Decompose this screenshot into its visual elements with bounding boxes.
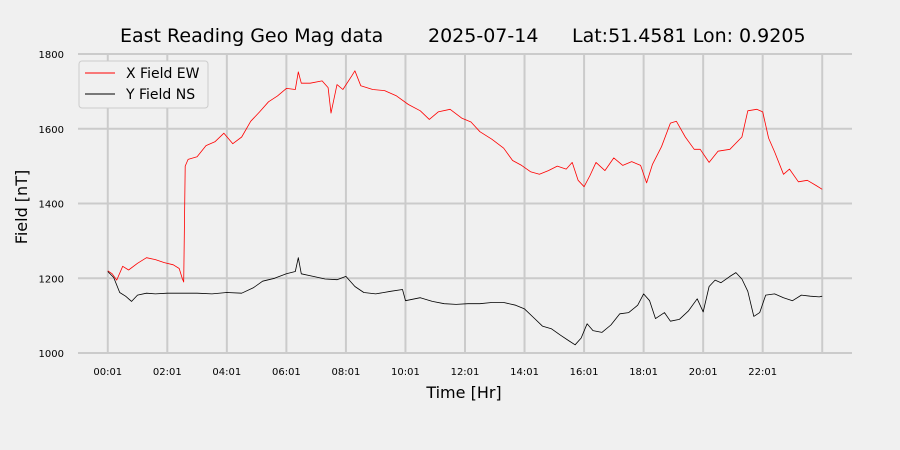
x-tick-label: 02:01 <box>153 367 182 378</box>
x-tick-label: 04:01 <box>212 367 241 378</box>
x-tick-label: 06:01 <box>272 367 301 378</box>
grid-lines <box>78 53 852 354</box>
x-tick-label: 18:01 <box>629 367 658 378</box>
x-tick-label: 00:01 <box>93 367 122 378</box>
x-tick-label: 14:01 <box>510 367 539 378</box>
axis-ticks: 00:01 02:01 04:01 06:01 08:01 10:01 12:01 14:01… <box>39 50 778 378</box>
x-tick-label: 22:01 <box>748 367 777 378</box>
chart-title-date: 2025-07-14 <box>428 25 538 47</box>
series-line-x-field <box>107 70 823 283</box>
x-tick-label: 12:01 <box>451 367 480 378</box>
legend: X Field EW Y Field NS <box>78 60 209 109</box>
chart-title-location: Lat:51.4581 Lon: 0.9205 <box>572 25 806 47</box>
y-axis-label: Field [nT] <box>12 170 31 244</box>
x-tick-label: 08:01 <box>332 367 361 378</box>
x-axis-label: Time [Hr] <box>425 383 501 402</box>
y-tick-label: 1800 <box>39 50 64 61</box>
series-line-y-field <box>107 257 823 346</box>
y-tick-label: 1400 <box>39 200 64 211</box>
x-tick-label: 16:01 <box>570 367 599 378</box>
x-tick-label: 20:01 <box>689 367 718 378</box>
x-tick-label: 10:01 <box>391 367 420 378</box>
y-tick-label: 1000 <box>39 349 64 360</box>
legend-label-x-field: X Field EW <box>126 66 200 82</box>
chart-title-name: East Reading Geo Mag data <box>120 25 383 47</box>
legend-label-y-field: Y Field NS <box>125 87 195 103</box>
y-tick-label: 1200 <box>39 274 64 285</box>
y-tick-label: 1600 <box>39 125 64 136</box>
series-lines <box>107 70 823 346</box>
